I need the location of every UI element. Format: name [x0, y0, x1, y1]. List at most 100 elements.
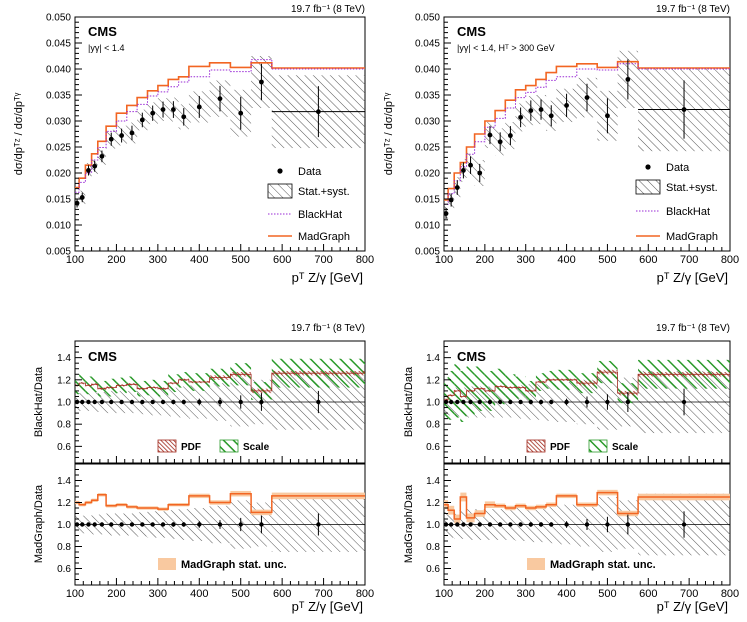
y-tick-label: 0.050 [46, 13, 71, 24]
data-point [625, 399, 631, 405]
bottom-right-panel: 0.6 0.8 1.0 1.2 1.4 0.6 0.8 1.0 1.2 1.4 100 200 300 4… [403, 323, 739, 614]
data-point [181, 522, 186, 527]
blackhat-ratio-line [444, 371, 730, 401]
data-point [99, 522, 105, 527]
data-point [140, 522, 145, 527]
data-point [150, 522, 155, 527]
upper-y-axis-label: BlackHat/Data [33, 366, 45, 437]
data-point [171, 399, 176, 405]
data-point [80, 399, 85, 405]
data-point [518, 399, 523, 405]
legend-stat-syst: Stat.+syst. [666, 182, 718, 194]
data-point [477, 399, 482, 405]
data-point [564, 399, 569, 405]
data-point [461, 168, 466, 173]
axis-ticks: 0.6 0.8 1.0 1.2 1.4 0.6 0.8 1.0 1.2 1.4 100 200 300 4… [57, 340, 374, 600]
data-point [315, 109, 321, 115]
legend-blackhat: BlackHat [298, 209, 342, 221]
data-point [461, 522, 466, 527]
data-point [109, 399, 114, 405]
x-tick-label: 800 [356, 254, 374, 266]
blackhat-ratio-line [75, 372, 365, 392]
data-point [86, 168, 91, 173]
x-tick-label: 700 [680, 588, 698, 600]
lumi-label: 19.7 fb⁻¹ (8 TeV) [656, 4, 730, 15]
y-tick-label: 0.050 [415, 13, 440, 24]
data-point [316, 399, 321, 405]
x-tick-label: 200 [476, 254, 494, 266]
data-point [549, 399, 554, 405]
x-tick-label: 500 [598, 254, 616, 266]
data-point [129, 522, 135, 527]
legend-mg-unc: MadGraph stat. unc. [181, 559, 287, 571]
data-point [217, 96, 223, 102]
y-tick-label: 0.6 [57, 564, 71, 575]
axis-ticks: 0.6 0.8 1.0 1.2 1.4 0.6 0.8 1.0 1.2 1.4 100 200 300 4… [426, 340, 739, 600]
data-point [238, 399, 243, 405]
x-axis-label: pᵀ Z/γ [GeV] [657, 599, 728, 614]
data-point [86, 399, 91, 405]
legend-mg-unc-swatch [527, 558, 545, 570]
y-tick-label: 0.045 [46, 39, 71, 50]
x-tick-label: 700 [314, 254, 332, 266]
data-point [497, 522, 503, 527]
data-point [448, 522, 454, 527]
selection-label: |yγ| < 1.4 [88, 43, 124, 53]
lumi-label: 19.7 fb⁻¹ (8 TeV) [656, 323, 730, 334]
data-point [197, 399, 202, 405]
data-point [681, 522, 687, 527]
y-tick-label: 0.015 [415, 195, 440, 206]
data-point [150, 399, 155, 405]
y-tick-label: 1.2 [57, 375, 71, 386]
data-point [160, 522, 166, 527]
x-tick-label: 600 [639, 254, 657, 266]
data-point [259, 79, 264, 85]
data-point [259, 399, 264, 405]
legend-data-marker [277, 168, 283, 174]
y-tick-label: 0.010 [415, 221, 440, 232]
y-tick-label: 0.035 [46, 91, 71, 102]
data-point [80, 522, 85, 527]
data-point [160, 399, 166, 405]
y-tick-label: 0.040 [415, 65, 440, 76]
cms-label: CMS [88, 24, 117, 39]
data-point [92, 522, 97, 527]
y-tick-label: 1.4 [426, 353, 440, 364]
legend-madgraph: MadGraph [298, 231, 350, 243]
x-tick-label: 400 [557, 254, 575, 266]
y-tick-label: 0.010 [46, 221, 71, 232]
y-tick-label: 1.4 [57, 353, 71, 364]
data-point [99, 399, 105, 405]
y-tick-label: 0.015 [46, 195, 71, 206]
y-tick-label: 1.0 [57, 520, 71, 531]
data-point [507, 133, 513, 138]
y-tick-label: 0.005 [415, 247, 440, 258]
data-point [508, 399, 513, 405]
data-point [461, 399, 466, 405]
upper-marks [74, 358, 365, 430]
data-point [625, 77, 631, 82]
cms-label: CMS [88, 349, 117, 364]
x-tick-label: 300 [517, 588, 535, 600]
y-tick-label: 0.6 [426, 442, 440, 453]
data-point [109, 522, 114, 527]
data-point [528, 399, 534, 405]
data-point [605, 522, 610, 527]
lower-y-axis-label: MadGraph/Data [33, 484, 45, 563]
madgraph-line [75, 62, 365, 189]
data-point [196, 104, 202, 110]
y-tick-label: 0.020 [415, 169, 440, 180]
legend-mg-unc-swatch [158, 558, 176, 570]
legend-scale-swatch [219, 439, 239, 453]
data-point [119, 133, 125, 138]
y-tick-label: 0.020 [46, 169, 71, 180]
y-tick-label: 1.4 [57, 476, 71, 487]
data-point [86, 522, 91, 527]
data-point [681, 107, 687, 112]
y-tick-label: 0.6 [426, 564, 440, 575]
data-point [455, 399, 460, 405]
x-tick-label: 600 [639, 588, 657, 600]
data-point [150, 110, 156, 116]
data-point [468, 522, 473, 527]
y-tick-label: 0.025 [46, 143, 71, 154]
